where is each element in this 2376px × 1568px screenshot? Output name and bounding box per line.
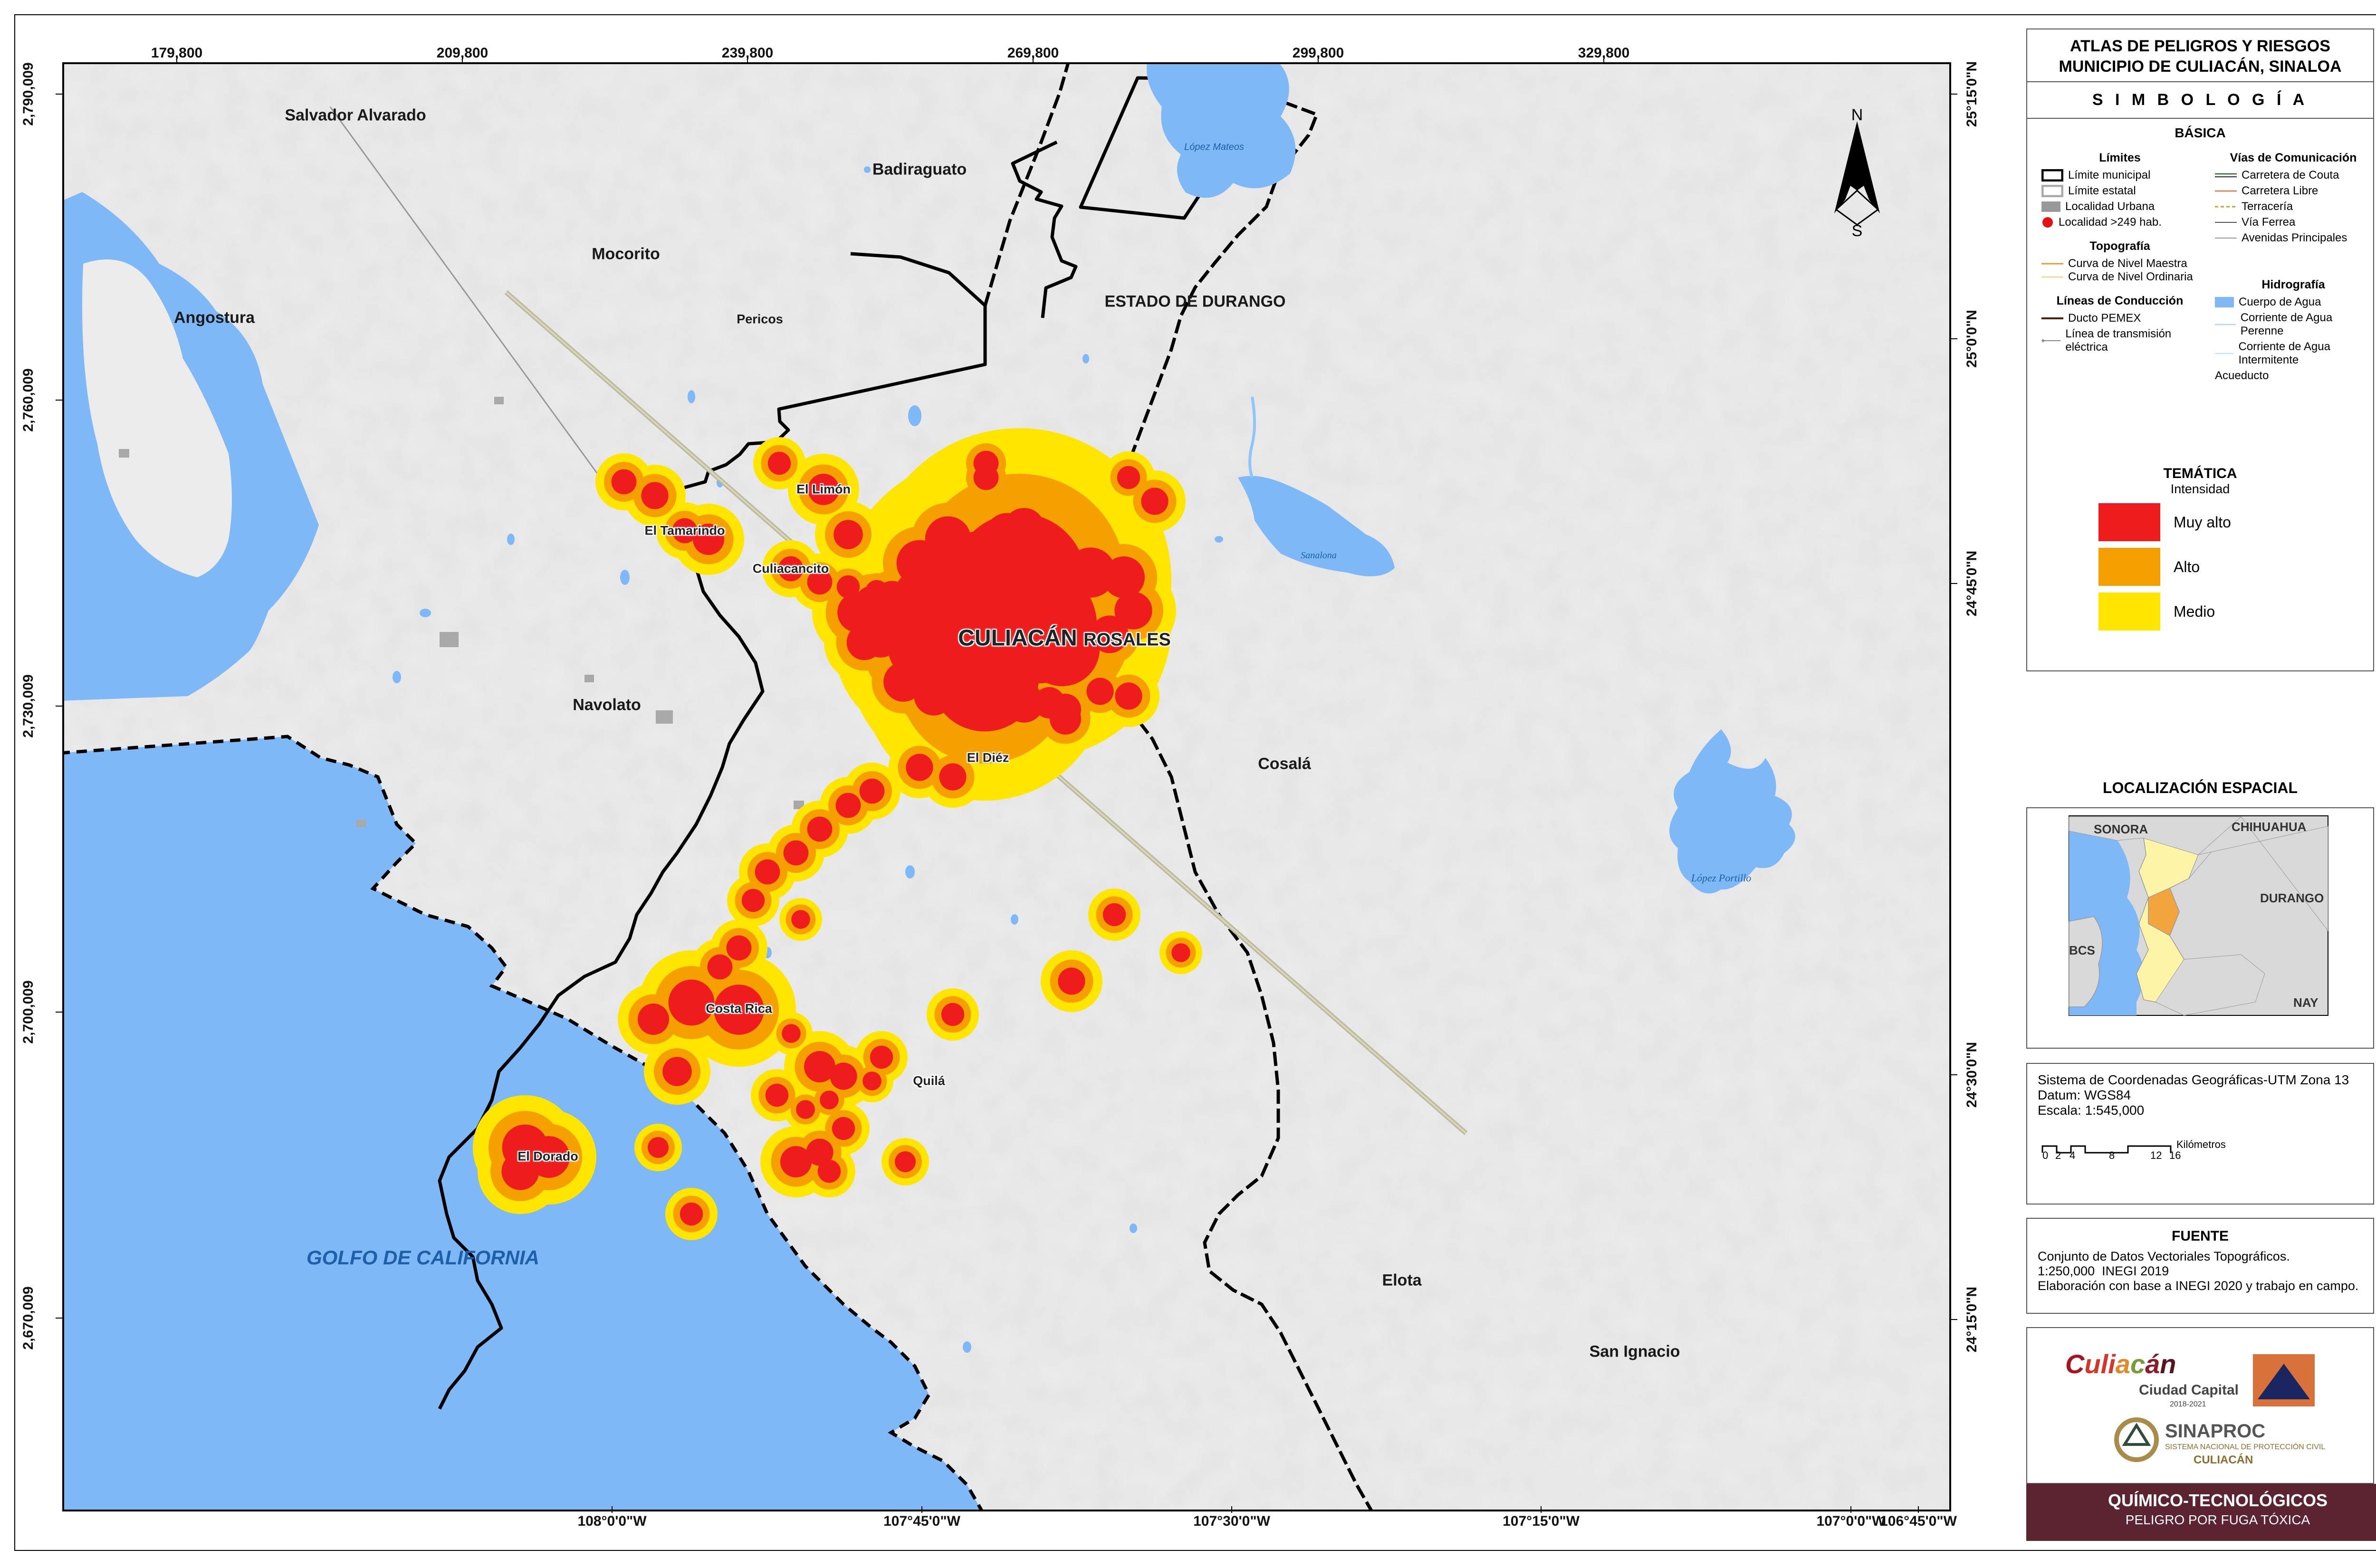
svg-text:NAY: NAY bbox=[2293, 995, 2319, 1010]
svg-text:Sanalona: Sanalona bbox=[1301, 550, 1337, 561]
svg-text:4: 4 bbox=[2069, 1149, 2075, 1160]
svg-text:16: 16 bbox=[2169, 1149, 2181, 1160]
svg-text:CHIHUAHUA: CHIHUAHUA bbox=[2232, 820, 2307, 834]
svg-text:SISTEMA NACIONAL DE PROTECCIÓN: SISTEMA NACIONAL DE PROTECCIÓN CIVIL bbox=[2165, 1442, 2325, 1451]
svg-text:SINAPROC: SINAPROC bbox=[2165, 1421, 2265, 1442]
svg-text:Kilómetros: Kilómetros bbox=[2176, 1138, 2226, 1150]
svg-text:8: 8 bbox=[2109, 1149, 2115, 1160]
svg-text:N: N bbox=[1851, 106, 1863, 124]
svg-text:CULIACÁN: CULIACÁN bbox=[2194, 1453, 2253, 1466]
svg-text:Culiacán: Culiacán bbox=[2065, 1349, 2176, 1379]
svg-text:0: 0 bbox=[2042, 1149, 2048, 1160]
svg-text:Ciudad Capital: Ciudad Capital bbox=[2139, 1382, 2239, 1398]
svg-text:S: S bbox=[1852, 222, 1863, 240]
svg-text:López Portillo: López Portillo bbox=[1691, 872, 1752, 884]
svg-text:2018-2021: 2018-2021 bbox=[2170, 1400, 2206, 1408]
svg-text:BCS: BCS bbox=[2069, 943, 2095, 957]
svg-text:DURANGO: DURANGO bbox=[2260, 891, 2324, 905]
svg-text:12: 12 bbox=[2150, 1149, 2162, 1160]
svg-text:2: 2 bbox=[2055, 1149, 2061, 1160]
svg-text:SONORA: SONORA bbox=[2094, 822, 2148, 836]
